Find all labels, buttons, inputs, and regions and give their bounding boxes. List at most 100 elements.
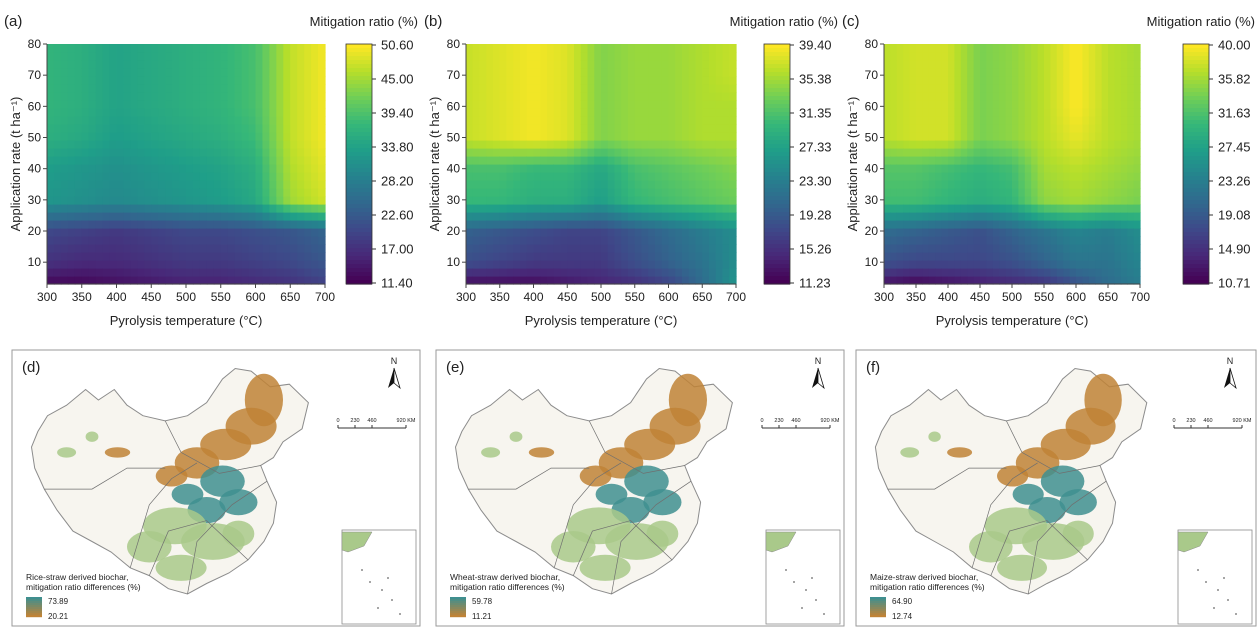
heatmap-cell	[179, 84, 187, 93]
heatmap-cell	[206, 260, 215, 269]
colorbar-segment	[1183, 232, 1209, 237]
heatmap-cell	[574, 52, 582, 61]
heatmap-cell	[486, 188, 494, 197]
heatmap-cell	[165, 196, 173, 205]
heatmap-cell	[318, 260, 326, 269]
y-tick-label: 80	[447, 37, 461, 51]
y-tick-label: 20	[28, 224, 42, 238]
heatmap-cell	[884, 108, 891, 117]
heatmap-cell	[948, 44, 955, 53]
heatmap-cell	[318, 172, 326, 181]
heatmap-cell	[472, 180, 481, 189]
heatmap-cell	[580, 180, 589, 189]
heatmap-cell	[916, 180, 923, 189]
heatmap-cell	[688, 228, 697, 237]
heatmap-cell	[81, 116, 90, 125]
heatmap-cell	[1031, 244, 1039, 253]
heatmap-cell	[493, 212, 501, 221]
heatmap-cell	[290, 60, 298, 69]
heatmap-cell	[935, 76, 943, 85]
heatmap-cell	[580, 164, 589, 173]
heatmap-cell	[1069, 204, 1077, 213]
heatmap-cell	[499, 244, 508, 253]
heatmap-cell	[948, 52, 955, 61]
heatmap-cell	[890, 172, 898, 181]
heatmap-cell	[607, 164, 616, 173]
heatmap-cell	[1069, 276, 1077, 285]
heatmap-cell	[688, 92, 697, 101]
heatmap-cell	[722, 196, 730, 205]
heatmap-cell	[999, 204, 1007, 213]
heatmap-cell	[248, 84, 257, 93]
heatmap-cell	[234, 220, 243, 229]
heatmap-cell	[668, 244, 676, 253]
colorbar-segment	[764, 224, 790, 229]
heatmap-cell	[954, 76, 962, 85]
heatmap-cell	[1063, 84, 1071, 93]
heatmap-cell	[262, 68, 270, 77]
heatmap-cell	[109, 156, 118, 165]
heatmap-cell	[1088, 52, 1096, 61]
heatmap-cell	[1088, 204, 1096, 213]
heatmap-cell	[896, 84, 904, 93]
heatmap-cell	[553, 60, 562, 69]
heatmap-cell	[941, 212, 949, 221]
heatmap-cell	[540, 204, 548, 213]
heatmap-cell	[628, 188, 636, 197]
heatmap-cell	[896, 76, 904, 85]
heatmap-cell	[304, 68, 312, 77]
heatmap-cell	[941, 252, 949, 261]
heatmap-cell	[60, 60, 69, 69]
heatmap-cell	[884, 180, 891, 189]
heatmap-cell	[1050, 252, 1058, 261]
heatmap-cell	[520, 124, 528, 133]
colorbar-segment	[764, 172, 790, 177]
heatmap-cell	[95, 172, 104, 181]
heatmap-cell	[1088, 252, 1096, 261]
heatmap-cell	[648, 172, 656, 181]
heatmap-cell	[999, 220, 1007, 229]
heatmap-cell	[506, 148, 514, 157]
heatmap-cell	[715, 164, 724, 173]
heatmap-cell	[60, 148, 69, 157]
heatmap-cell	[262, 148, 270, 157]
heatmap-cell	[986, 220, 994, 229]
heatmap-cell	[628, 52, 636, 61]
heatmap-cell	[116, 156, 125, 165]
heatmap-cell	[199, 268, 208, 277]
colorbar-segment	[764, 232, 790, 237]
heatmap-cell	[506, 180, 514, 189]
heatmap-cell	[941, 76, 949, 85]
heatmap-cell	[884, 220, 891, 229]
heatmap-cell	[241, 260, 250, 269]
heatmap-cell	[580, 188, 589, 197]
heatmap-cell	[1088, 180, 1096, 189]
heatmap-cell	[172, 188, 180, 197]
heatmap-cell	[1005, 228, 1013, 237]
heatmap-cell	[941, 140, 949, 149]
heatmap-cell	[137, 68, 145, 77]
heatmap-cell	[553, 180, 562, 189]
heatmap-cell	[472, 260, 481, 269]
heatmap-cell	[1120, 220, 1128, 229]
heatmap-cell	[172, 212, 180, 221]
heatmap-cell	[137, 156, 145, 165]
heatmap-cell	[935, 68, 943, 77]
heatmap-cell	[587, 212, 595, 221]
y-tick-label: 70	[865, 68, 879, 82]
heatmap-cell	[227, 196, 236, 205]
heatmap-cell	[553, 68, 562, 77]
heatmap-cell	[47, 276, 55, 285]
heatmap-cell	[1044, 44, 1051, 53]
heatmap-cell	[466, 172, 474, 181]
heatmap-cell	[935, 156, 943, 165]
heatmap-cell	[1063, 228, 1071, 237]
heatmap-cell	[1037, 116, 1045, 125]
heatmap-cell	[318, 252, 326, 261]
heatmap-cell	[628, 220, 636, 229]
heatmap-cell	[587, 156, 595, 165]
heatmap-cell	[318, 196, 326, 205]
heatmap-cell	[1101, 212, 1109, 221]
heatmap-cell	[276, 164, 284, 173]
heatmap-cell	[499, 228, 508, 237]
